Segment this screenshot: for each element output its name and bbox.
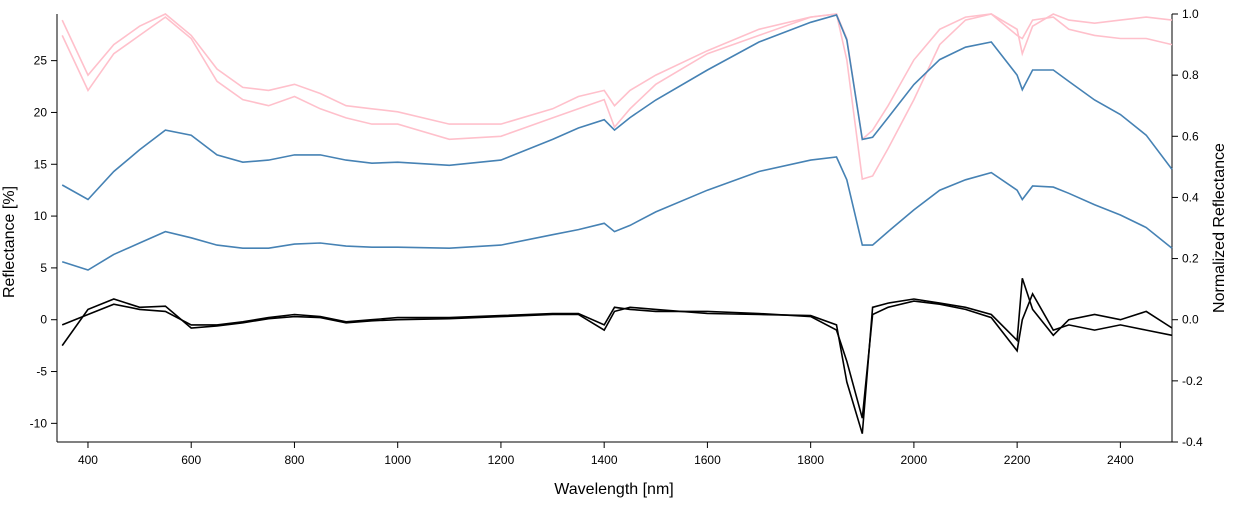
x-tick-label: 1400 (591, 453, 618, 467)
y-tick-label: 25 (34, 54, 48, 68)
x-tick-label: 1600 (694, 453, 721, 467)
y2-tick-label: 0.8 (1182, 68, 1199, 82)
y2-axis-label: Normalized Reflectance (1211, 143, 1228, 313)
y2-tick-label: 0.6 (1182, 129, 1199, 143)
y-tick-label: -5 (36, 365, 47, 379)
series-line (61, 156, 1173, 271)
y-axis-label: Reflectance [%] (1, 186, 18, 298)
x-tick-label: 400 (78, 453, 98, 467)
y-tick-label: 0 (40, 313, 47, 327)
x-tick-label: 600 (181, 453, 201, 467)
y-tick-label: 20 (34, 105, 48, 119)
series-line (61, 13, 1173, 141)
series-line (61, 14, 1173, 201)
y2-tick-label: 1.0 (1182, 7, 1199, 21)
y-tick-label: 10 (34, 209, 48, 223)
y-tick-label: 5 (40, 261, 47, 275)
x-tick-label: 2000 (901, 453, 928, 467)
y2-tick-label: -0.2 (1182, 374, 1203, 388)
y-tick-label: -10 (30, 416, 48, 430)
x-tick-label: 2200 (1004, 453, 1031, 467)
series-line (61, 278, 1173, 434)
x-tick-label: 1200 (488, 453, 515, 467)
series-line (61, 13, 1173, 181)
x-tick-label: 2400 (1107, 453, 1134, 467)
y2-tick-label: 0.0 (1182, 313, 1199, 327)
x-tick-label: 1000 (384, 453, 411, 467)
y-tick-label: 15 (34, 157, 48, 171)
y2-tick-label: 0.4 (1182, 190, 1199, 204)
x-tick-label: 800 (284, 453, 304, 467)
series-line (61, 291, 1173, 419)
x-axis-label: Wavelength [nm] (554, 481, 673, 498)
y2-tick-label: 0.2 (1182, 252, 1199, 266)
x-tick-label: 1800 (797, 453, 824, 467)
y2-tick-label: -0.4 (1182, 435, 1203, 449)
